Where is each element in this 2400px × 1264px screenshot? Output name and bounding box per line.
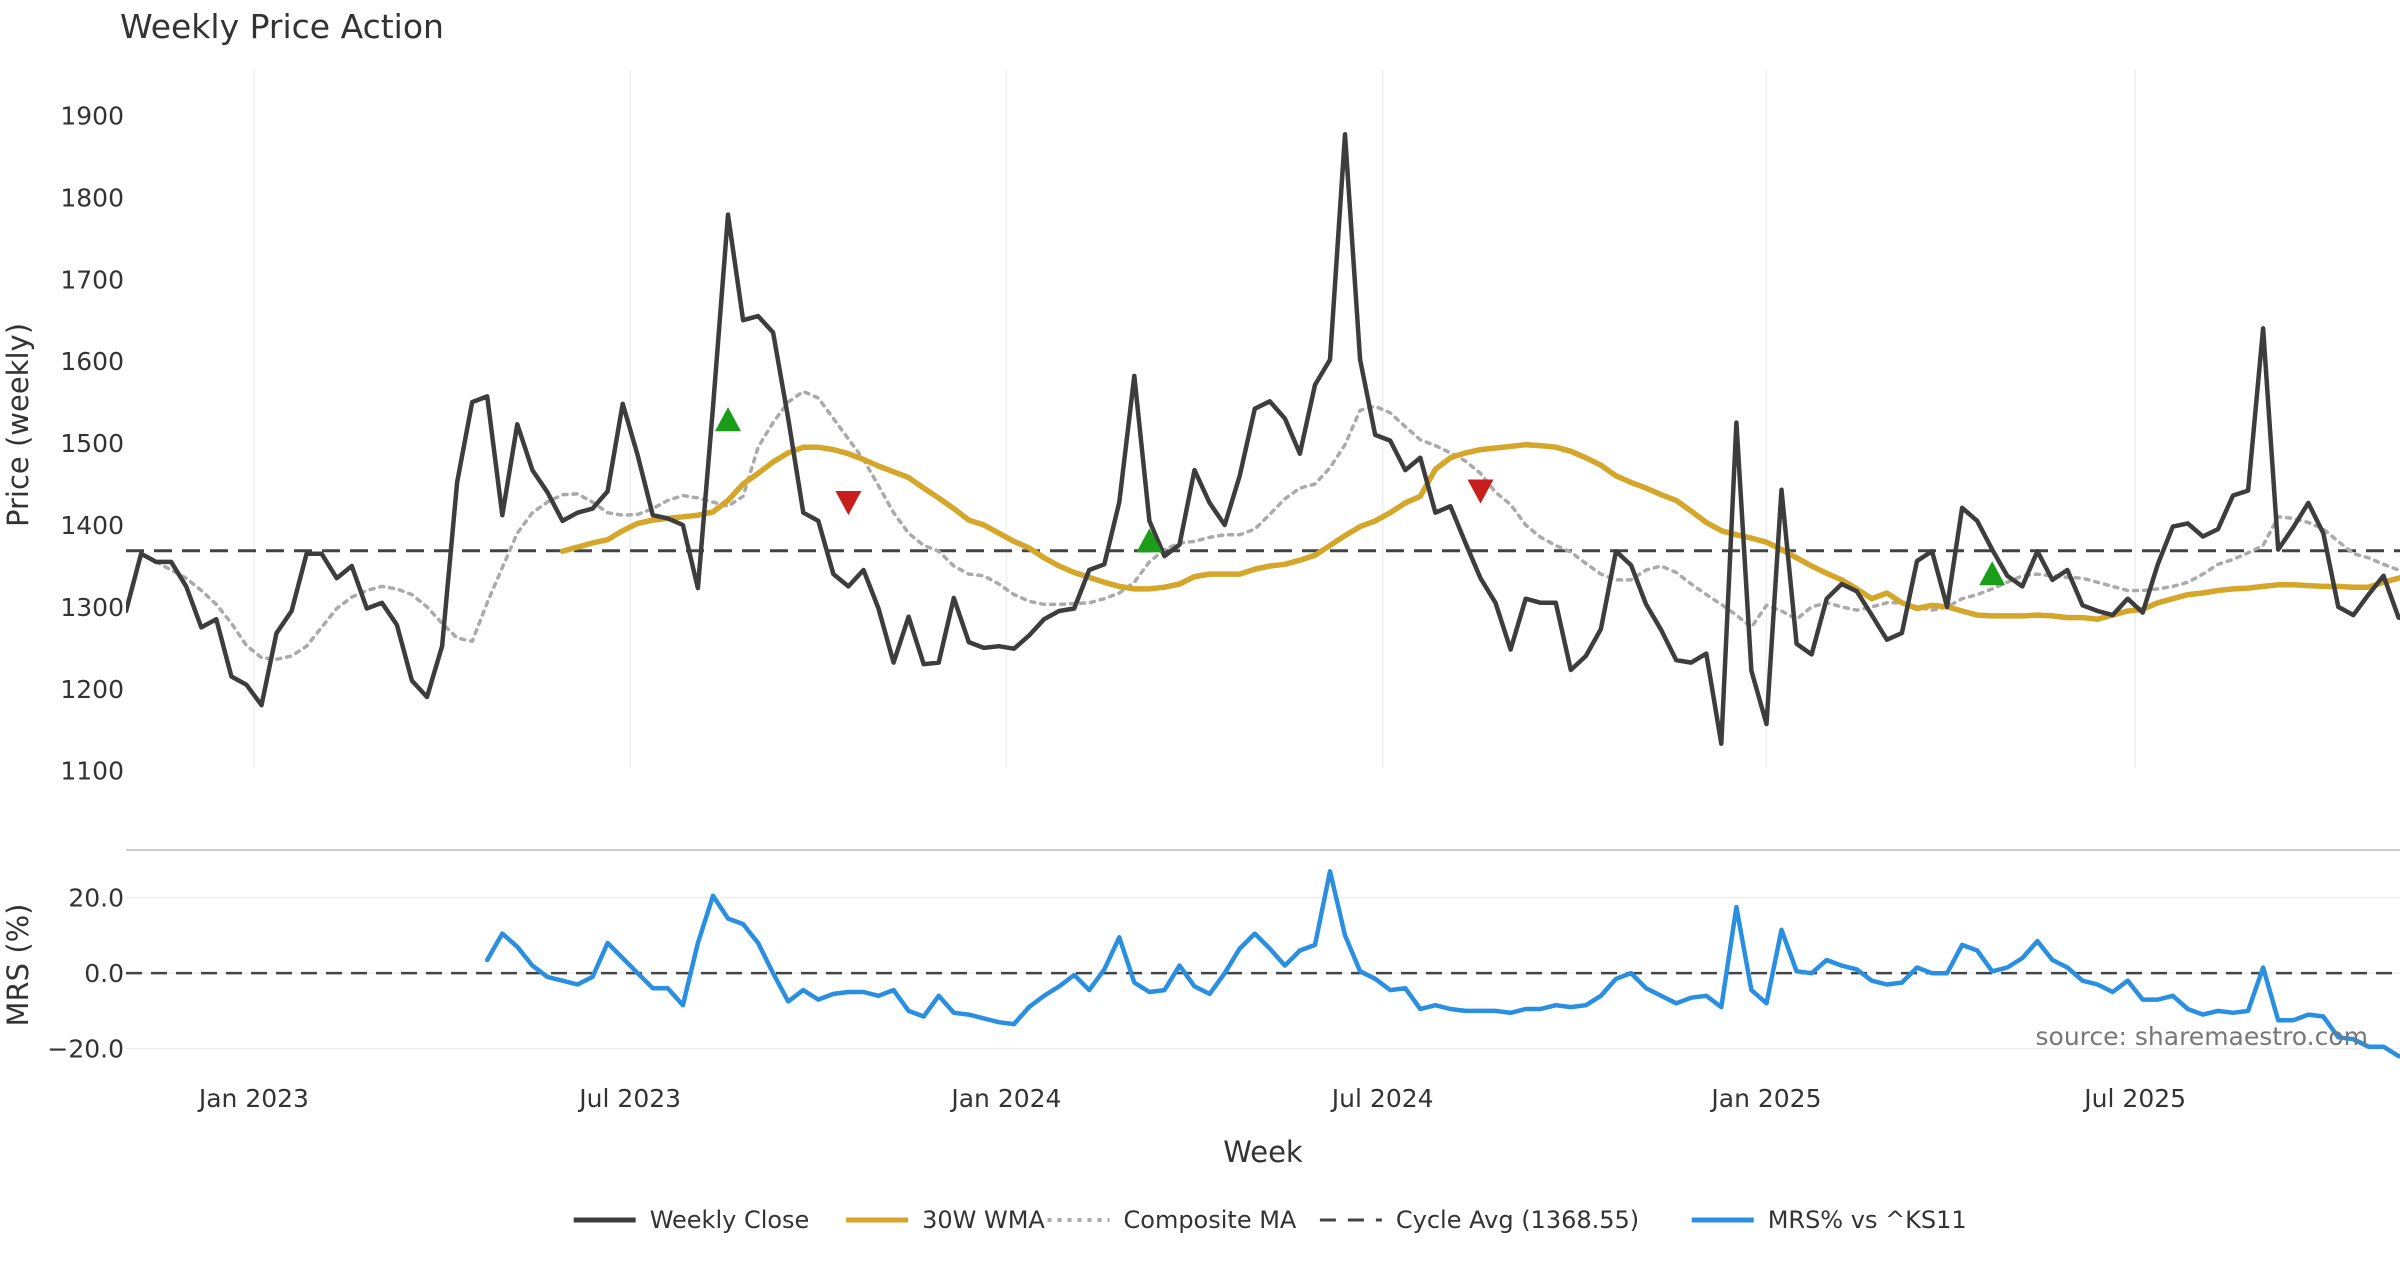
mrs-y-ticks: 20.0 0.0 −20.0 [47,884,124,1064]
price-plot-area [126,134,2400,743]
price-y-tick-label: 1100 [60,757,124,786]
source-note: source: sharemaestro.com [2036,1022,2369,1051]
buy-signal-marker [715,407,741,431]
wma-30w-line [563,445,2400,620]
mrs-y-tick-label: −20.0 [47,1035,124,1064]
chart-title: Weekly Price Action [120,7,444,46]
price-y-tick-label: 1700 [60,265,124,294]
price-y-tick-label: 1600 [60,347,124,376]
legend-label: Cycle Avg (1368.55) [1396,1206,1639,1234]
price-y-axis-label: Price (weekly) [1,323,35,527]
x-axis-label: Week [1223,1135,1303,1169]
legend-label: Composite MA [1124,1206,1297,1234]
sell-signal-marker [1468,480,1494,504]
legend-label: Weekly Close [650,1206,810,1234]
x-tick-label: Jul 2023 [577,1084,681,1113]
x-tick-label: Jan 2024 [949,1084,1061,1113]
mrs-y-tick-label: 0.0 [84,959,124,988]
price-y-tick-label: 1500 [60,429,124,458]
legend-label: 30W WMA [922,1206,1045,1234]
x-tick-label: Jan 2023 [197,1084,309,1113]
legend-label: MRS% vs ^KS11 [1768,1206,1967,1234]
price-y-ticks: 1100 1200 1300 1400 1500 1600 1700 1800 1900 [60,101,124,785]
price-y-tick-label: 1400 [60,511,124,540]
legend: Weekly Close 30W WMA Composite MA Cycle Avg… [574,1206,1967,1234]
x-ticks: Jan 2023 Jul 2023 Jan 2024 Jul 2024 Jan 2025… [197,1084,2186,1113]
mrs-y-tick-label: 20.0 [68,884,124,913]
price-y-tick-label: 1800 [60,183,124,212]
weekly-close-line [126,134,2400,743]
x-tick-label: Jul 2025 [2082,1084,2186,1113]
price-gridlines [254,70,2135,768]
price-y-tick-label: 1300 [60,593,124,622]
price-y-tick-label: 1200 [60,675,124,704]
mrs-y-axis-label: MRS (%) [1,904,35,1027]
sell-signal-marker [835,491,861,515]
price-y-tick-label: 1900 [60,101,124,130]
x-tick-label: Jan 2025 [1709,1084,1821,1113]
x-tick-label: Jul 2024 [1330,1084,1434,1113]
